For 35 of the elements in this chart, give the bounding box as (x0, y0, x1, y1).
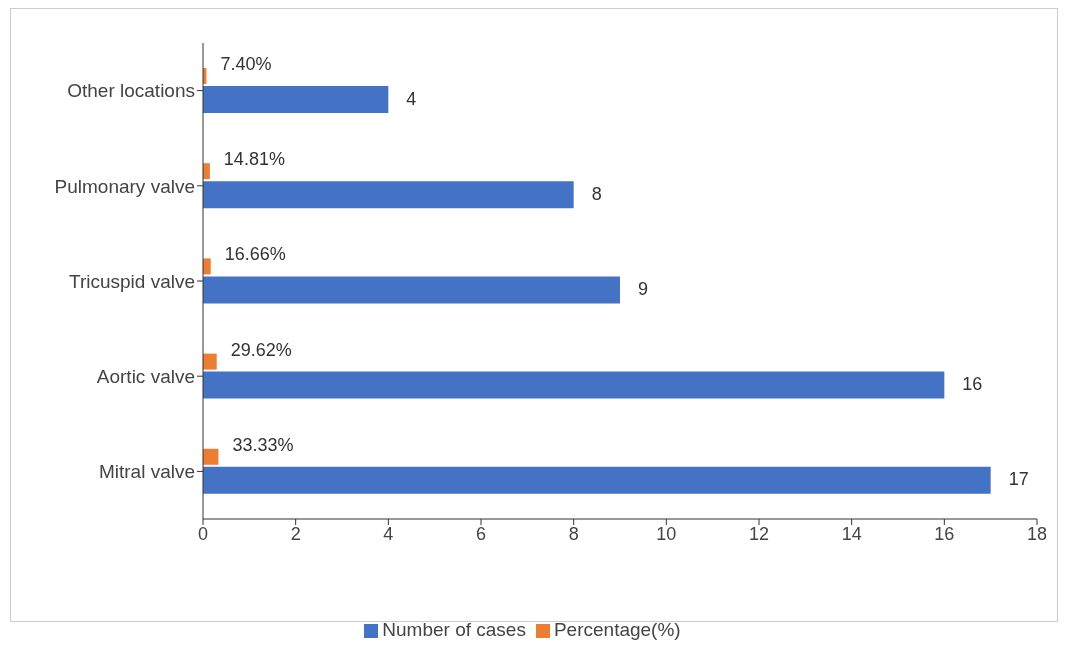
y-tick-label: Other locations (67, 80, 195, 102)
data-label: 17 (1008, 469, 1029, 490)
data-label: 14.81% (223, 149, 285, 170)
data-label: 7.40% (220, 54, 272, 74)
data-label: 8 (591, 183, 602, 204)
bar (203, 371, 945, 399)
bar (203, 353, 217, 370)
data-label: 29.62% (230, 339, 292, 360)
x-tick-label: 18 (1026, 523, 1048, 544)
x-tick-label: 14 (841, 523, 862, 544)
y-tick-label: Aortic valve (96, 365, 195, 387)
bar (203, 466, 991, 494)
x-tick-label: 8 (568, 523, 579, 544)
x-tick-label: 16 (934, 523, 955, 544)
x-tick-label: 4 (383, 523, 394, 544)
data-label: 9 (638, 278, 649, 299)
bar (203, 181, 574, 209)
legend-label: Number of cases (382, 619, 526, 640)
x-tick-label: 12 (748, 523, 770, 544)
y-tick-label: Mitral valve (98, 461, 195, 483)
y-tick-label: Pulmonary valve (54, 175, 195, 197)
y-tick-label: Tricuspid valve (68, 270, 195, 292)
x-tick-label: 2 (290, 523, 301, 544)
bar (203, 258, 211, 275)
x-tick-label: 0 (197, 523, 209, 544)
bar (203, 276, 620, 304)
legend-label: Percentage(%) (553, 619, 681, 640)
x-tick-label: 10 (656, 523, 677, 544)
x-tick-label: 6 (475, 523, 487, 544)
bar (203, 86, 389, 113)
data-label: 33.33% (232, 434, 294, 455)
data-label: 16 (962, 374, 983, 395)
bar (203, 448, 219, 465)
data-label: 16.66% (224, 244, 286, 265)
data-label: 4 (406, 88, 417, 109)
